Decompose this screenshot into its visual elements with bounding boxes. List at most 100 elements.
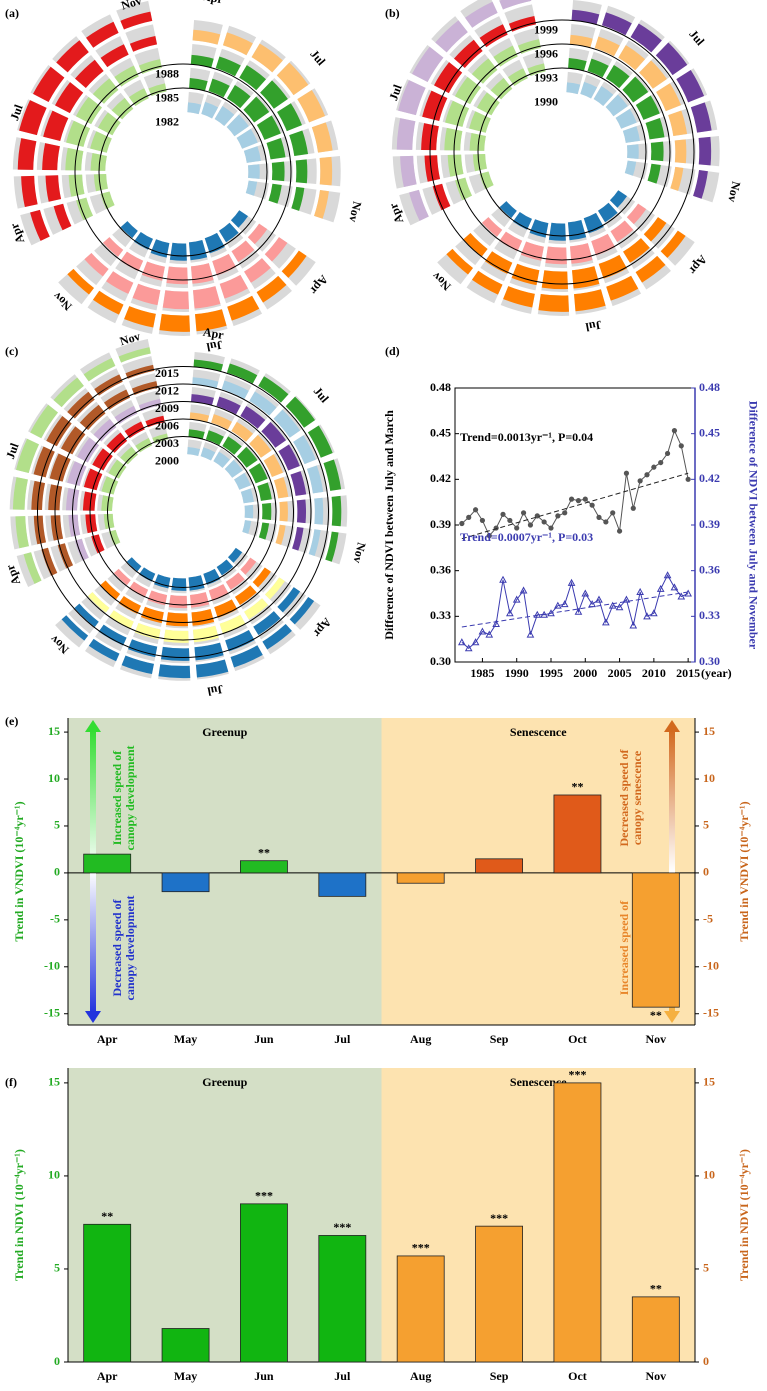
point [471, 638, 480, 646]
bar-background [660, 230, 695, 266]
bar [249, 391, 277, 416]
bar [75, 59, 104, 89]
bar [567, 219, 587, 241]
bar [166, 266, 188, 285]
bar [598, 254, 627, 279]
bar [258, 376, 289, 403]
bar [92, 290, 124, 315]
significance: ** [650, 1008, 662, 1022]
point [610, 510, 616, 516]
bar [289, 130, 309, 157]
y-label: Difference of NDVI between July and Marc… [382, 410, 396, 640]
point [602, 618, 610, 626]
bar [479, 24, 508, 48]
bar [230, 210, 249, 228]
bar [529, 219, 549, 238]
bar [698, 136, 712, 166]
x-tick-label: Nov [645, 1032, 666, 1046]
region-label: Greenup [202, 725, 247, 739]
point [630, 505, 636, 511]
bar [53, 203, 72, 231]
bar [261, 421, 287, 448]
bar [434, 62, 463, 94]
annotation: Decreased speed of [110, 898, 124, 996]
bar [268, 183, 282, 204]
y2-tick-label: 0.42 [699, 471, 720, 485]
bar [140, 606, 164, 624]
bar [120, 251, 144, 272]
x-tick-label: Apr [97, 1032, 118, 1046]
point [512, 595, 521, 603]
bar [30, 209, 50, 241]
bar [635, 255, 666, 283]
significance: ** [571, 780, 583, 794]
ring-label: 1993 [534, 71, 558, 85]
ring-label: 2000 [155, 454, 179, 468]
point [637, 478, 643, 484]
bar [205, 430, 224, 446]
month-label: Apr [3, 562, 24, 587]
bar [56, 40, 89, 73]
point [492, 619, 500, 627]
ring-line [98, 87, 268, 257]
ring-line [37, 366, 329, 658]
bar [690, 102, 712, 133]
bar [66, 120, 91, 147]
significance: ** [650, 1282, 662, 1296]
x-tick-label: 1995 [539, 666, 563, 680]
bar [424, 155, 441, 182]
bar [445, 100, 470, 127]
y-label: Trend in VNDVI (10⁻⁴yr⁻¹) [12, 801, 26, 941]
bar [277, 587, 301, 613]
y2-tick-label: 0.33 [699, 608, 720, 622]
ring-label: 1990 [534, 95, 558, 109]
trend-line [461, 472, 689, 540]
bar [219, 274, 248, 299]
y2-tick-label: 0.30 [699, 654, 720, 668]
arrow-head [664, 1011, 680, 1023]
month-label: Jul [3, 440, 22, 460]
bar [499, 201, 517, 219]
bar [476, 92, 500, 116]
bar [311, 122, 333, 153]
bar [188, 575, 205, 591]
arrow-head [85, 1011, 101, 1023]
x-tick-label: Nov [645, 1369, 666, 1383]
bar [454, 76, 481, 105]
panel-label: (c) [5, 344, 18, 358]
bar [191, 394, 214, 406]
bar [92, 78, 119, 104]
point [514, 525, 520, 531]
bar [204, 232, 225, 254]
bar [45, 175, 62, 202]
bar [222, 32, 253, 56]
bar [228, 547, 243, 563]
bar [574, 289, 606, 312]
point [567, 578, 576, 586]
point [478, 627, 487, 635]
bar [67, 391, 95, 419]
bar [244, 258, 271, 283]
bar [615, 108, 637, 129]
bar [499, 231, 523, 252]
bar-background [265, 577, 292, 606]
bar [545, 246, 567, 265]
bar [132, 283, 161, 306]
bar [162, 290, 189, 310]
bar [471, 58, 498, 84]
point [664, 450, 671, 457]
bar [159, 313, 190, 332]
x-tick-label: Apr [97, 1369, 118, 1383]
bar [307, 425, 333, 458]
bar-background [437, 248, 473, 285]
bar [30, 404, 58, 439]
bar [261, 503, 272, 520]
bar [260, 80, 288, 109]
bar [108, 459, 127, 479]
ring-line [72, 401, 294, 623]
bar-background [94, 580, 121, 606]
bar [507, 68, 528, 87]
bar [650, 141, 664, 162]
point [615, 603, 624, 611]
month-label: Apr [310, 615, 334, 640]
